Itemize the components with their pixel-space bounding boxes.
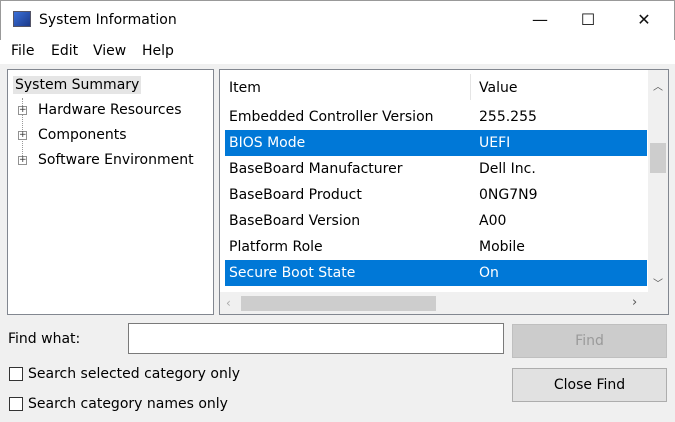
table-row[interactable]: Embedded Controller Version 255.255 <box>225 104 647 130</box>
title-bar: System Information — ☐ ✕ <box>0 0 675 40</box>
find-what-label: Find what: <box>8 331 81 347</box>
details-list[interactable]: Item Value Embedded Controller Version 25… <box>219 69 669 315</box>
window-title: System Information <box>39 12 177 28</box>
tree-line <box>22 98 23 158</box>
tree-item-components[interactable]: Components <box>38 127 127 143</box>
scroll-right-icon[interactable]: › <box>632 295 638 310</box>
search-selected-category-checkbox[interactable] <box>9 367 23 381</box>
row-value: Dell Inc. <box>479 161 536 177</box>
system-information-icon <box>13 11 31 27</box>
row-item: BIOS Mode <box>229 135 306 151</box>
menu-bar <box>0 40 675 64</box>
tree-item-software-environment[interactable]: Software Environment <box>38 152 194 168</box>
find-what-input[interactable] <box>128 323 504 354</box>
row-item: BaseBoard Manufacturer <box>229 161 403 177</box>
scroll-up-icon[interactable]: ︿ <box>653 82 663 93</box>
tree-item-hardware-resources[interactable]: Hardware Resources <box>38 102 182 118</box>
minimize-button[interactable]: — <box>532 10 548 29</box>
row-item: Secure Boot State <box>229 265 356 281</box>
expand-icon[interactable]: + <box>18 105 27 115</box>
column-header-item[interactable]: Item <box>229 80 261 96</box>
scrollbar-corner <box>648 292 668 314</box>
search-selected-category-label[interactable]: Search selected category only <box>28 366 241 382</box>
column-divider[interactable] <box>470 74 471 100</box>
scroll-left-icon[interactable]: ‹ <box>226 296 231 310</box>
expand-icon[interactable]: + <box>18 130 27 140</box>
tree-item-system-summary[interactable]: System Summary <box>13 76 142 94</box>
table-row[interactable]: BaseBoard Version A00 <box>225 208 647 234</box>
menu-edit[interactable]: Edit <box>51 43 79 59</box>
menu-view[interactable]: View <box>93 43 127 59</box>
row-value: UEFI <box>479 135 511 151</box>
row-item: Embedded Controller Version <box>229 109 434 125</box>
menu-file[interactable]: File <box>11 43 35 59</box>
table-row[interactable]: BaseBoard Manufacturer Dell Inc. <box>225 156 647 182</box>
vertical-scrollbar[interactable]: ︿ ﹀ <box>648 70 668 292</box>
maximize-button[interactable]: ☐ <box>580 10 596 29</box>
table-row[interactable]: Platform Role Mobile <box>225 234 647 260</box>
table-row[interactable]: Secure Boot State On <box>225 260 647 286</box>
row-value: On <box>479 265 499 281</box>
table-row[interactable]: BaseBoard Product 0NG7N9 <box>225 182 647 208</box>
menu-help[interactable]: Help <box>142 43 174 59</box>
expand-icon[interactable]: + <box>18 155 27 165</box>
row-value: Mobile <box>479 239 525 255</box>
search-category-names-label[interactable]: Search category names only <box>28 396 228 412</box>
scroll-down-icon[interactable]: ﹀ <box>653 279 663 290</box>
column-header-value[interactable]: Value <box>479 80 518 96</box>
row-value: A00 <box>479 213 507 229</box>
row-value: 255.255 <box>479 109 537 125</box>
search-category-names-checkbox[interactable] <box>9 397 23 411</box>
row-item: BaseBoard Product <box>229 187 362 203</box>
close-find-button[interactable]: Close Find <box>512 368 667 402</box>
vertical-scroll-thumb[interactable] <box>650 143 666 173</box>
row-value: 0NG7N9 <box>479 187 538 203</box>
row-item: BaseBoard Version <box>229 213 361 229</box>
find-button[interactable]: Find <box>512 324 667 358</box>
category-tree[interactable]: System Summary + Hardware Resources + Co… <box>7 69 214 315</box>
close-button[interactable]: ✕ <box>637 10 651 29</box>
horizontal-scroll-thumb[interactable] <box>241 296 436 311</box>
horizontal-scrollbar[interactable]: ‹ › <box>220 292 648 314</box>
row-item: Platform Role <box>229 239 323 255</box>
table-row[interactable]: BIOS Mode UEFI <box>225 130 647 156</box>
